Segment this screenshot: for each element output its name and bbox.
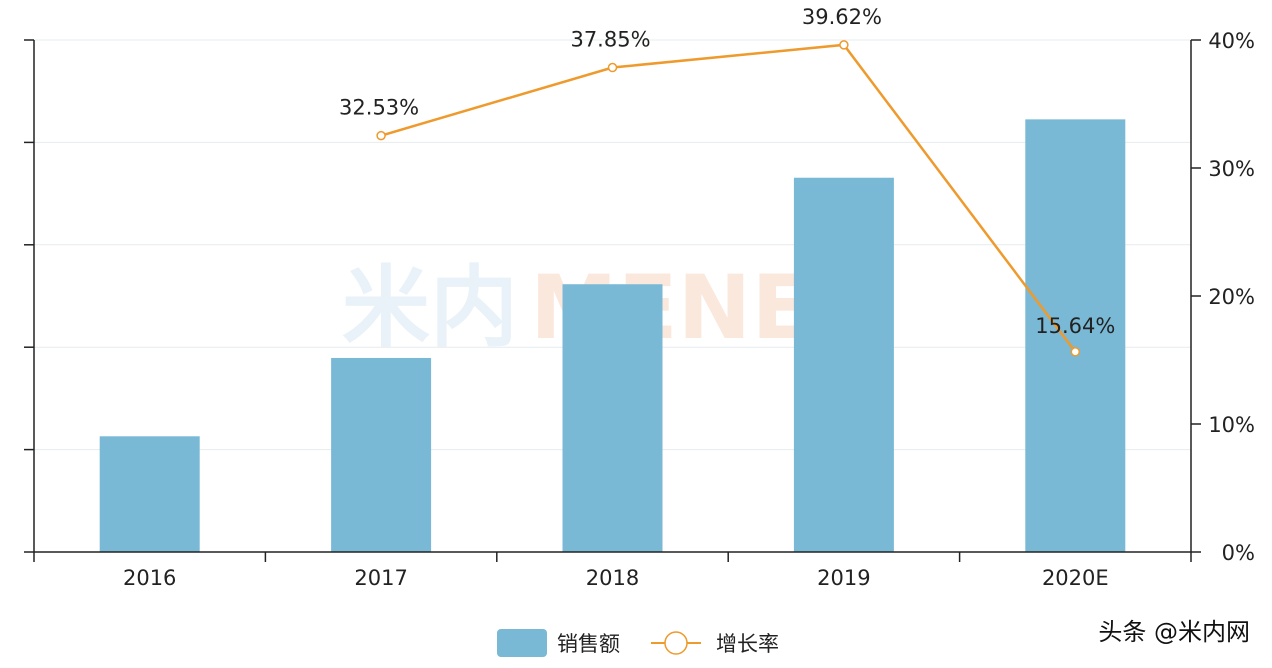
- data-label-2017: 32.53%: [339, 96, 419, 120]
- point-2019: [839, 40, 849, 50]
- y-right-tick-label: 30%: [1208, 157, 1255, 181]
- data-label-2020E: 15.64%: [1035, 314, 1115, 338]
- x-tick-label: 2016: [123, 566, 176, 590]
- bar-2019: [793, 177, 894, 552]
- legend-label-bar: 销售额: [557, 632, 620, 656]
- y-right-tick-label: 40%: [1208, 29, 1255, 53]
- axes: 2016 2017 2018 2019 2020E 0% 10% 20% 30% 40%: [24, 29, 1255, 590]
- point-2020E: [1070, 347, 1081, 357]
- bar-series: [99, 119, 1126, 553]
- point-2018: [607, 62, 618, 73]
- legend: 销售额 增长率: [497, 629, 779, 657]
- growth-rate-line: [380, 43, 1077, 353]
- point-2017: [376, 130, 386, 141]
- bar-2020E: [1025, 119, 1126, 553]
- legend-swatch-bar: [497, 629, 547, 657]
- bar-2016: [99, 436, 200, 552]
- bar-2018: [562, 284, 663, 552]
- data-label-2018: 37.85%: [570, 28, 650, 52]
- data-labels: 32.53% 37.85% 39.62% 15.64%: [339, 5, 1115, 338]
- y-right-tick-label: 0%: [1222, 541, 1255, 565]
- gridlines: [34, 39, 1191, 451]
- y-right-tick-label: 20%: [1208, 285, 1255, 309]
- watermark-logo-cn: 米内: [342, 256, 518, 359]
- data-label-2019: 39.62%: [802, 5, 882, 29]
- legend-label-line: 增长率: [716, 632, 779, 656]
- bar-2017: [331, 357, 432, 552]
- corner-watermark: 头条 @米内网: [1098, 618, 1250, 646]
- line-series: [376, 40, 1081, 357]
- x-tick-label: 2019: [817, 566, 870, 590]
- x-tick-label: 2020E: [1042, 566, 1109, 590]
- x-tick-label: 2017: [354, 566, 407, 590]
- y-right-tick-label: 10%: [1208, 413, 1255, 437]
- x-tick-label: 2018: [586, 566, 639, 590]
- legend-marker: [664, 631, 688, 655]
